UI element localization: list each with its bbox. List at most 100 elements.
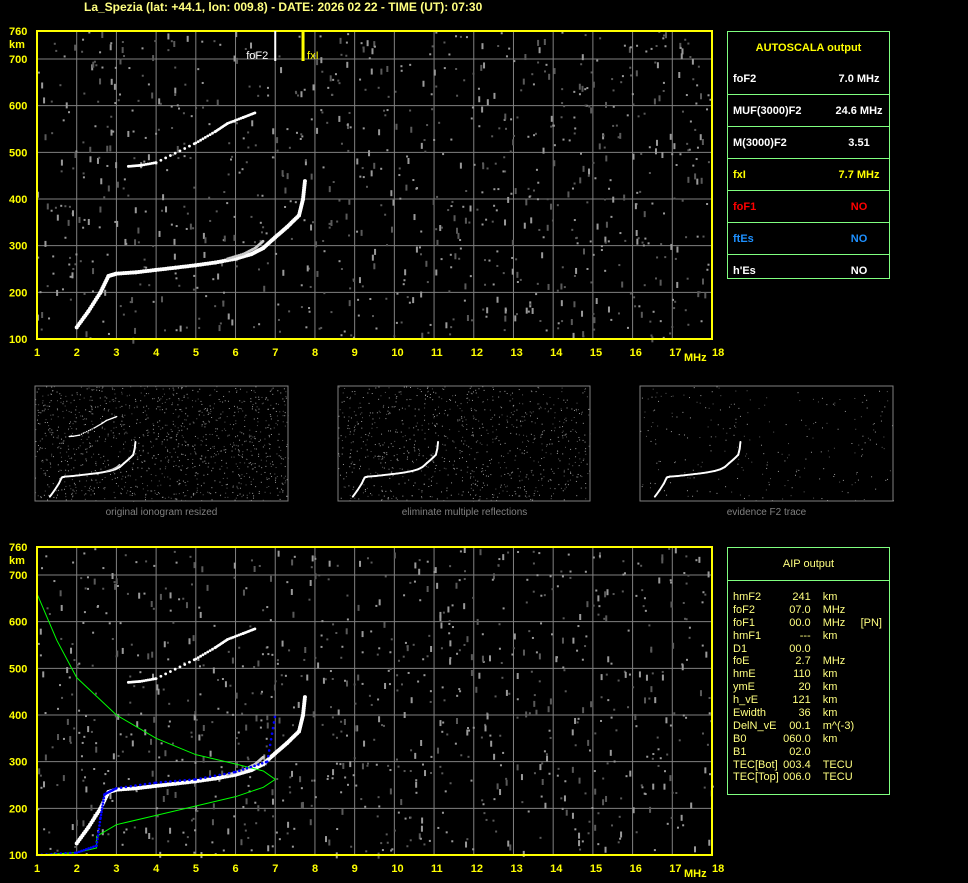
noise-dot: [533, 495, 535, 497]
noise-dot: [378, 386, 380, 388]
noise-dot: [329, 670, 332, 673]
noise-dot: [153, 564, 156, 567]
noise-dot: [605, 101, 608, 108]
x-tick-label: 8: [312, 347, 318, 359]
noise-dot: [213, 452, 215, 454]
noise-dot: [136, 419, 138, 421]
multiple-reflection-echo: [78, 434, 81, 436]
noise-dot: [380, 68, 383, 75]
noise-dot: [49, 405, 51, 407]
noise-dot: [48, 405, 50, 407]
noise-dot: [37, 422, 39, 424]
noise-dot: [241, 401, 243, 403]
noise-dot: [80, 386, 82, 388]
noise-dot: [253, 495, 255, 497]
noise-dot: [40, 468, 42, 470]
noise-dot: [233, 234, 236, 241]
noise-dot: [475, 686, 478, 693]
noise-dot: [199, 693, 202, 696]
noise-dot: [186, 393, 188, 395]
noise-dot: [211, 819, 214, 826]
noise-dot: [227, 650, 230, 653]
noise-dot: [278, 433, 280, 435]
noise-dot: [56, 494, 58, 496]
noise-dot: [84, 486, 86, 488]
noise-dot: [64, 236, 67, 239]
noise-dot: [598, 605, 601, 608]
noise-dot: [455, 227, 458, 234]
noise-dot: [146, 414, 148, 416]
noise-dot: [550, 453, 552, 455]
noise-dot: [361, 285, 364, 288]
noise-dot: [389, 477, 391, 479]
noise-dot: [561, 387, 563, 389]
noise-dot: [579, 439, 581, 441]
x-trace-point: [261, 239, 265, 243]
noise-dot: [537, 61, 540, 64]
noise-dot: [461, 424, 463, 426]
noise-dot: [241, 432, 243, 434]
noise-dot: [410, 126, 413, 133]
noise-dot: [238, 646, 241, 649]
noise-dot: [551, 495, 553, 497]
noise-dot: [349, 431, 351, 433]
noise-dot: [321, 723, 324, 726]
noise-dot: [588, 820, 591, 823]
noise-dot: [130, 643, 133, 646]
noise-dot: [258, 399, 260, 401]
noise-dot: [598, 555, 601, 558]
noise-dot: [412, 462, 414, 464]
noise-dot: [260, 459, 262, 461]
noise-dot: [282, 440, 284, 442]
noise-dot: [68, 448, 70, 450]
noise-dot: [340, 435, 342, 437]
noise-dot: [393, 829, 396, 832]
noise-dot: [66, 718, 69, 725]
noise-dot: [185, 326, 188, 329]
noise-dot: [418, 568, 421, 575]
noise-dot: [519, 480, 521, 482]
noise-dot: [196, 487, 198, 489]
noise-dot: [266, 86, 269, 89]
noise-dot: [250, 462, 252, 464]
noise-dot: [459, 550, 462, 553]
noise-dot: [159, 102, 162, 105]
noise-dot: [506, 419, 508, 421]
noise-dot: [490, 499, 492, 501]
noise-dot: [381, 849, 384, 852]
noise-dot: [279, 491, 281, 493]
noise-dot: [664, 256, 667, 259]
noise-dot: [176, 499, 178, 501]
noise-dot: [267, 845, 270, 852]
noise-dot: [183, 142, 186, 145]
noise-dot: [360, 465, 362, 467]
noise-dot: [258, 411, 260, 413]
noise-dot: [374, 248, 377, 255]
noise-dot: [250, 464, 252, 466]
noise-dot: [481, 43, 484, 50]
noise-dot: [68, 676, 71, 679]
noise-dot: [472, 435, 474, 437]
noise-dot: [47, 484, 49, 486]
noise-dot: [41, 447, 43, 449]
noise-dot: [530, 470, 532, 472]
noise-dot: [597, 812, 600, 815]
noise-dot: [431, 388, 433, 390]
noise-dot: [284, 205, 287, 208]
noise-dot: [45, 474, 47, 476]
noise-dot: [661, 554, 664, 561]
noise-dot: [243, 400, 245, 402]
noise-dot: [39, 448, 41, 450]
true-height-point: [194, 778, 198, 781]
noise-dot: [43, 828, 46, 831]
noise-dot: [82, 226, 85, 229]
noise-dot: [249, 441, 251, 443]
noise-dot: [196, 491, 198, 493]
noise-dot: [365, 444, 367, 446]
noise-dot: [491, 417, 493, 419]
noise-dot: [189, 555, 192, 558]
noise-dot: [91, 64, 94, 71]
noise-dot: [250, 483, 252, 485]
noise-dot: [73, 399, 75, 401]
noise-dot: [453, 215, 456, 222]
